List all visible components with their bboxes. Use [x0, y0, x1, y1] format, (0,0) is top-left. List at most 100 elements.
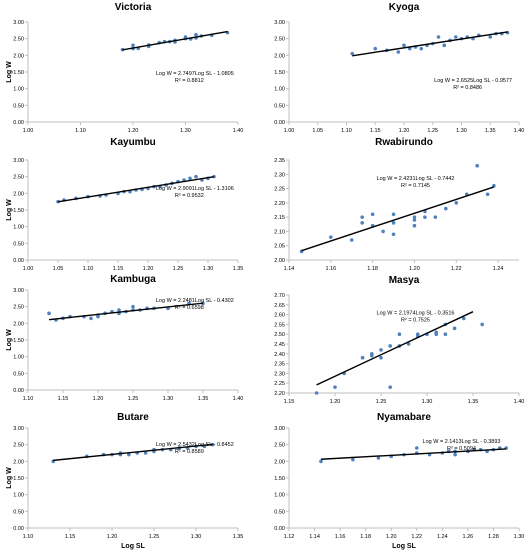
- trendline: [122, 30, 228, 51]
- data-point: [360, 355, 365, 360]
- data-point: [388, 344, 393, 348]
- chart-rwabirundo: Rwabirundo 2.00 2.05 2.10 2.15 2.20 2.25 2.30 2.…: [274, 137, 519, 272]
- y-tick-label: 2.50: [13, 175, 24, 181]
- trend-equation: Log W = 2.5432Log SL - 0.8452: [156, 442, 234, 448]
- chart-masya: Masya 2.20 2.25 2.30 2.35 2.40 2.45 2.50 2.55 2.6…: [274, 275, 524, 405]
- x-axis-label: Log SL: [392, 543, 416, 550]
- y-tick-label: 2.55: [274, 322, 285, 328]
- x-tick-label: 1.30: [180, 128, 191, 134]
- y-tick-label: 3.00: [274, 20, 285, 26]
- chart-title: Nyamabare: [377, 412, 431, 423]
- data-point: [412, 223, 417, 228]
- y-tick-label: 0.50: [274, 103, 285, 109]
- y-tick-label: 2.05: [274, 244, 285, 250]
- data-point: [480, 322, 485, 327]
- y-tick-label: 3.00: [13, 288, 24, 294]
- y-tick-label: 2.65: [274, 303, 285, 309]
- data-point: [391, 221, 396, 225]
- data-point: [333, 385, 337, 389]
- x-tick-label: 1.15: [370, 128, 381, 134]
- data-point: [319, 459, 323, 464]
- x-tick-label: 1.35: [485, 128, 496, 134]
- x-tick-label: 1.14: [309, 534, 320, 540]
- data-point: [131, 304, 135, 309]
- y-tick-label: 2.40: [274, 352, 285, 358]
- r-squared: R² = 0.5094: [447, 446, 476, 452]
- x-tick-label: 1.18: [367, 266, 378, 272]
- data-point: [360, 215, 364, 219]
- x-tick-label: 1.00: [23, 266, 34, 272]
- data-point: [402, 43, 406, 48]
- chart-title: Masya: [389, 275, 420, 286]
- x-tick-label: 1.22: [411, 534, 422, 540]
- x-tick-label: 1.25: [427, 128, 438, 134]
- data-point: [388, 385, 393, 389]
- chart-title: Rwabirundo: [375, 137, 433, 148]
- y-tick-label: 0.50: [13, 103, 24, 109]
- x-tick-label: 1.10: [83, 266, 94, 272]
- x-tick-label: 1.14: [284, 266, 295, 272]
- y-tick-label: 2.35: [274, 158, 285, 164]
- x-tick-label: 1.25: [376, 399, 387, 405]
- x-tick-label: 1.30: [514, 534, 525, 540]
- chart-title: Kambuga: [110, 274, 156, 285]
- x-tick-label: 1.18: [360, 534, 371, 540]
- data-point: [452, 326, 457, 331]
- data-point: [96, 314, 100, 319]
- x-tick-label: 1.15: [284, 399, 295, 405]
- x-tick-label: 1.00: [23, 128, 34, 134]
- x-tick-label: 1.20: [409, 266, 420, 272]
- y-tick-label: 0.00: [13, 258, 24, 264]
- x-tick-label: 1.40: [233, 128, 244, 134]
- y-axis-label: Log W: [6, 61, 13, 83]
- y-tick-label: 2.00: [274, 53, 285, 59]
- y-tick-label: 0.50: [13, 241, 24, 247]
- x-tick-label: 1.15: [113, 266, 124, 272]
- y-tick-label: 2.60: [274, 313, 285, 319]
- y-tick-label: 2.00: [13, 321, 24, 327]
- x-tick-label: 1.10: [341, 128, 352, 134]
- data-point: [314, 391, 319, 395]
- data-point: [488, 35, 493, 39]
- y-tick-label: 1.00: [274, 493, 285, 499]
- y-tick-label: 2.00: [274, 258, 285, 264]
- data-point: [188, 176, 192, 181]
- data-point: [433, 215, 438, 219]
- x-tick-label: 1.20: [386, 534, 397, 540]
- y-tick-label: 2.30: [274, 371, 285, 377]
- y-tick-label: 1.50: [13, 208, 24, 214]
- chart-kambuga: Kambuga 0.00 0.50 1.00 1.50 2.00 2.50 3.00 1.10 1…: [6, 274, 243, 402]
- y-tick-label: 2.50: [13, 305, 24, 311]
- x-tick-label: 1.22: [451, 266, 462, 272]
- data-point: [117, 308, 121, 312]
- data-point: [194, 32, 198, 37]
- data-point: [47, 311, 51, 316]
- data-point: [412, 218, 417, 222]
- data-point: [391, 232, 396, 237]
- trend-equation: Log W = 2.7497Log SL - 1.0805: [156, 71, 234, 77]
- y-tick-label: 0.00: [13, 526, 24, 532]
- y-tick-label: 1.00: [274, 87, 285, 93]
- y-axis-label: Log W: [6, 199, 13, 221]
- x-tick-label: 1.16: [325, 266, 336, 272]
- y-tick-label: 0.00: [13, 388, 24, 394]
- data-point: [412, 215, 417, 219]
- trendline: [320, 448, 507, 460]
- x-tick-label: 1.40: [514, 128, 525, 134]
- data-point: [351, 457, 355, 462]
- data-point: [360, 221, 364, 225]
- chart-nyamabare: Nyamabare 0.00 0.50 1.00 1.50 2.00 2.50 3.00 1.1…: [274, 412, 524, 550]
- y-tick-label: 1.50: [274, 476, 285, 482]
- y-tick-label: 2.35: [274, 362, 285, 368]
- x-tick-label: 1.12: [284, 534, 295, 540]
- y-tick-label: 2.50: [274, 37, 285, 43]
- x-tick-label: 1.24: [493, 266, 504, 272]
- data-point: [419, 46, 424, 51]
- x-tick-label: 1.20: [93, 396, 104, 402]
- data-point: [475, 163, 479, 168]
- x-tick-label: 1.35: [468, 399, 479, 405]
- y-tick-label: 2.50: [274, 332, 285, 338]
- x-tick-label: 1.35: [233, 266, 244, 272]
- y-tick-label: 2.10: [274, 229, 285, 235]
